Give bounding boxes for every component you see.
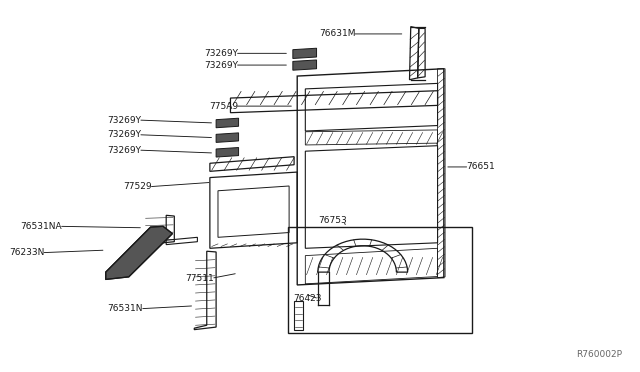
Polygon shape — [293, 48, 317, 58]
Polygon shape — [106, 226, 172, 279]
Text: 73269Y: 73269Y — [108, 145, 141, 155]
Text: 73269Y: 73269Y — [204, 49, 238, 58]
Text: 73269Y: 73269Y — [108, 130, 141, 139]
Text: R760002P: R760002P — [575, 350, 621, 359]
Text: 76631M: 76631M — [319, 29, 355, 38]
Text: 77511: 77511 — [186, 274, 214, 283]
Polygon shape — [293, 60, 317, 70]
Text: 73269Y: 73269Y — [204, 61, 238, 70]
Polygon shape — [216, 148, 239, 157]
Text: 775A9: 775A9 — [209, 102, 238, 110]
Text: 76531NA: 76531NA — [20, 222, 62, 231]
Text: 73269Y: 73269Y — [108, 116, 141, 125]
Text: 76423: 76423 — [294, 294, 322, 303]
Text: 76753: 76753 — [317, 216, 346, 225]
Text: 76651: 76651 — [467, 163, 495, 171]
Polygon shape — [216, 133, 239, 142]
Text: 77529: 77529 — [124, 182, 152, 191]
Bar — [288, 227, 472, 333]
Text: 76233N: 76233N — [9, 248, 45, 257]
Polygon shape — [216, 118, 239, 128]
Text: 76531N: 76531N — [108, 304, 143, 313]
